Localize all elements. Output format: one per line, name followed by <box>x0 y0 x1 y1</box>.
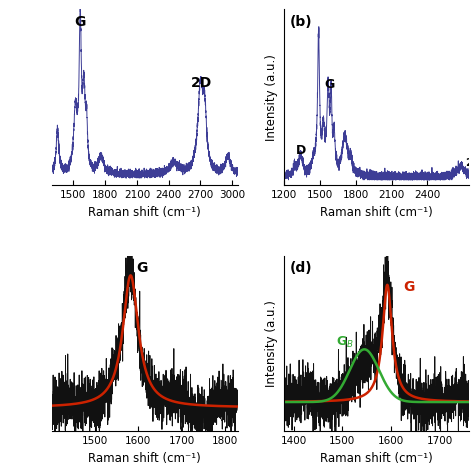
Text: G: G <box>324 78 335 91</box>
Text: (b): (b) <box>290 15 312 29</box>
Y-axis label: Intensity (a.u.): Intensity (a.u.) <box>265 300 278 387</box>
X-axis label: Raman shift (cm⁻¹): Raman shift (cm⁻¹) <box>89 206 201 219</box>
Text: G: G <box>136 261 147 275</box>
X-axis label: Raman shift (cm⁻¹): Raman shift (cm⁻¹) <box>320 452 433 465</box>
X-axis label: Raman shift (cm⁻¹): Raman shift (cm⁻¹) <box>320 206 433 219</box>
Text: G: G <box>403 280 415 294</box>
Text: 2D: 2D <box>191 76 212 90</box>
Text: (d): (d) <box>290 261 312 275</box>
Text: D: D <box>295 144 306 156</box>
Text: 2: 2 <box>465 157 473 167</box>
X-axis label: Raman shift (cm⁻¹): Raman shift (cm⁻¹) <box>89 452 201 465</box>
Y-axis label: Intensity (a.u.): Intensity (a.u.) <box>265 54 278 141</box>
Text: G: G <box>74 15 86 28</box>
Text: G$_B$: G$_B$ <box>336 336 354 350</box>
